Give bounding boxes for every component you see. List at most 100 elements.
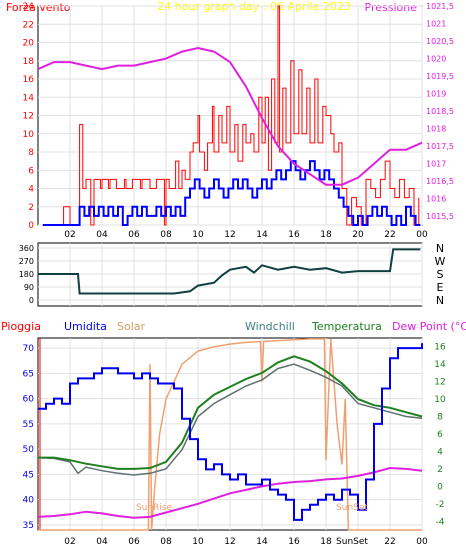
- humidity-tick: 45: [23, 470, 34, 480]
- compass-label: S: [437, 268, 444, 281]
- wind-x-tick: 10: [192, 230, 204, 240]
- temp-x-tick: 06: [128, 537, 140, 547]
- wind-left-tick: 0: [28, 221, 34, 231]
- direction-degree-labels: 0 90 180 270 360: [19, 244, 34, 305]
- legend-solar: Solar: [117, 320, 146, 333]
- direction-panel-grid: [38, 243, 423, 306]
- pressure-right-tick: 1019,5: [426, 72, 454, 81]
- wind-left-tick: 14: [23, 93, 35, 103]
- temp-x-tick: 00: [416, 537, 428, 547]
- wind-x-tick: 00: [416, 230, 428, 240]
- wind-x-tick: 14: [256, 230, 268, 240]
- temperature-tick: 14: [434, 360, 446, 370]
- gust-line: [42, 5, 420, 226]
- pressure-right-tick: 1018: [426, 125, 446, 134]
- temp-x-tick: 22: [384, 537, 395, 547]
- pressure-line: [37, 46, 423, 186]
- humidity-tick: 55: [23, 420, 34, 430]
- pressure-right-tick: 1017: [426, 160, 446, 169]
- wind-left-tick: 24: [23, 2, 35, 12]
- humidity-tick: 60: [23, 395, 35, 405]
- wind-x-tick: 20: [352, 230, 364, 240]
- humidity-tick: 65: [23, 369, 34, 379]
- legend-humidity: Umidita: [64, 320, 107, 333]
- pressure-right-tick: 1018,5: [426, 107, 454, 116]
- temperature-tick: 4: [437, 447, 443, 457]
- temp-x-tick-labels: 02 04 06 08 10 12 14 16 18 22 00: [64, 537, 428, 547]
- wind-x-tick-labels: 02 04 06 08 10 12 14 16 18 20 22 00: [64, 230, 428, 240]
- legend-dewpoint: Dew Point (°C): [392, 320, 466, 333]
- temperature-tick: 10: [434, 395, 446, 405]
- compass-label: W: [435, 255, 446, 268]
- avg-line: [42, 160, 421, 226]
- wind-right-axis-title: Pressione: [365, 1, 418, 14]
- wind-x-tick: 18: [320, 230, 332, 240]
- wind-left-tick: 2: [28, 203, 34, 213]
- temperature-tick: 12: [434, 378, 445, 388]
- legend-rain: Pioggia: [1, 320, 41, 333]
- wind-x-tick: 12: [224, 230, 235, 240]
- humidity-tick: 40: [23, 496, 35, 506]
- humidity-line: [38, 343, 423, 521]
- temp-x-tick: 16: [288, 537, 300, 547]
- pressure-right-tick: 1016: [426, 195, 446, 204]
- direction-degree-tick: 90: [24, 283, 34, 292]
- direction-degree-tick: 360: [19, 244, 34, 253]
- wind-pressure-panel: Forza vento 24 hour graph day : 06 April…: [6, 0, 454, 240]
- compass-label: E: [437, 281, 444, 294]
- wind-x-tick: 08: [160, 230, 172, 240]
- temp-x-tick: 02: [64, 537, 75, 547]
- pressure-right-tick-labels: 1015,5 1016 1016,5 1017 1017,5 1018 1018,5 1019…: [426, 2, 454, 221]
- legend-temperature: Temperatura: [311, 320, 382, 333]
- wind-left-tick: 12: [23, 112, 34, 122]
- wind-left-tick: 4: [28, 185, 34, 195]
- wind-x-tick: 16: [288, 230, 300, 240]
- humidity-tick: 70: [23, 344, 35, 354]
- temperature-tick: -4: [436, 517, 445, 527]
- temp-x-tick: 10: [192, 537, 204, 547]
- direction-degree-tick: 270: [19, 257, 34, 266]
- pressure-right-tick: 1021: [426, 20, 446, 29]
- compass-label: N: [436, 294, 444, 307]
- sunset-axis-label: SunSet: [336, 537, 368, 547]
- wind-x-tick: 06: [128, 230, 140, 240]
- temperature-humidity-series: [37, 338, 423, 531]
- temperature-tick: 0: [437, 482, 443, 492]
- temperature-humidity-panel: Pioggia Umidita Solar Windchill Temperat…: [1, 320, 466, 547]
- temperature-tick: 2: [437, 465, 443, 475]
- wind-left-tick: 20: [23, 39, 35, 49]
- wind-x-tick: 04: [96, 230, 108, 240]
- direction-line: [38, 248, 421, 295]
- wind-left-tick: 18: [23, 57, 35, 67]
- wind-pressure-series: [37, 5, 423, 226]
- pressure-right-tick: 1015,5: [426, 212, 454, 221]
- wind-left-tick: 8: [28, 148, 34, 158]
- humidity-tick-labels: 35 40 45 50 55 60 65 70: [23, 338, 41, 531]
- temperature-tick: 8: [437, 413, 443, 423]
- temperature-line: [38, 355, 423, 470]
- wind-left-tick: 10: [23, 130, 35, 140]
- sunset-annotation: SunSet: [336, 503, 368, 513]
- pressure-right-tick: 1020,5: [426, 37, 454, 46]
- temp-x-tick: 12: [224, 537, 235, 547]
- pressure-right-tick: 1016,5: [426, 177, 454, 186]
- pressure-right-tick: 1019: [426, 90, 446, 99]
- humidity-tick: 50: [23, 445, 35, 455]
- direction-degree-tick: 0: [29, 296, 34, 305]
- windchill-line: [37, 363, 423, 476]
- pressure-right-tick: 1020: [426, 55, 446, 64]
- dewpoint-line: [37, 466, 423, 519]
- temperature-tick: -2: [436, 500, 445, 510]
- temp-panel-grid: [38, 338, 423, 530]
- direction-degree-tick: 180: [19, 270, 34, 279]
- wind-left-axis-title: Forza vento: [6, 1, 71, 14]
- solar-line: [38, 338, 422, 531]
- pressure-right-tick: 1017,5: [426, 142, 454, 151]
- legend-windchill: Windchill: [245, 320, 295, 333]
- temp-x-tick: 14: [256, 537, 268, 547]
